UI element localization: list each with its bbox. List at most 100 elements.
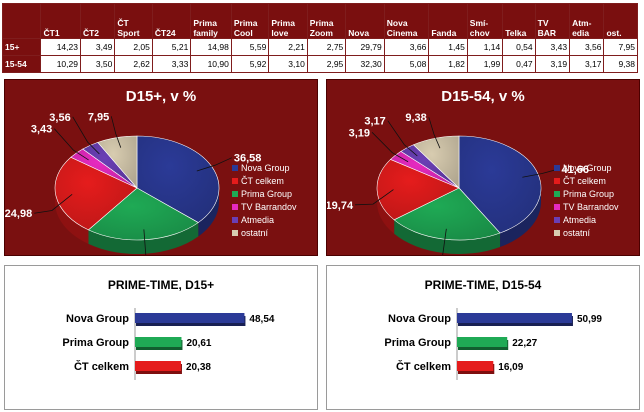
legend-swatch (554, 191, 560, 197)
legend-label: ČT celkem (241, 176, 284, 186)
bar-category-label: Prima Group (62, 337, 129, 349)
table-cell: 5,21 (151, 38, 192, 56)
table-cell: 5,59 (230, 38, 270, 56)
legend-swatch (232, 217, 238, 223)
legend-swatch (554, 217, 560, 223)
legend-swatch (232, 165, 238, 171)
chart-title: D15+, v % (126, 88, 196, 105)
bar-value-label: 20,61 (186, 338, 211, 349)
pie-slice (87, 187, 199, 241)
chart-title: D15-54, v % (441, 88, 524, 105)
column-header: Prima love (268, 3, 308, 39)
bar (457, 337, 508, 347)
bar-panel-prime-d15: PRIME-TIME, D15+ Nova Group 48,54 Prima Gro… (4, 265, 318, 410)
legend-swatch (232, 204, 238, 210)
table-cell: 5,92 (230, 55, 270, 73)
table-cell: 1,14 (466, 38, 504, 56)
table-cell: 2,05 (114, 38, 153, 56)
column-header: Fanda (428, 3, 468, 39)
bar-value-label: 16,09 (498, 362, 523, 373)
column-header: ČT1 (40, 3, 81, 39)
pie-leader-line (196, 157, 233, 172)
column-header: Prima Zoom (306, 3, 347, 39)
column-header: Telka (502, 3, 536, 39)
legend-swatch (554, 178, 560, 184)
column-header: Prima Cool (230, 3, 270, 39)
legend-swatch (554, 230, 560, 236)
table-cell: 9,38 (603, 55, 638, 73)
pie-leader-line (54, 128, 89, 161)
table-cell: 3,17 (569, 55, 605, 73)
pie-panel-d15: D15+, v %36,5823,5324,983,433,567,95Nova… (4, 79, 318, 256)
legend-label: ČT celkem (563, 176, 606, 186)
pie-leader-line (110, 116, 122, 148)
legend-swatch (232, 230, 238, 236)
legend-label: TV Barrandov (241, 202, 297, 212)
column-header: Smí-chov (466, 3, 504, 39)
legend-label: Nova Group (563, 163, 612, 173)
pie-panel-d15-54: D15-54, v %41,6622,8719,743,193,179,38No… (326, 79, 640, 256)
pie-chart-d15: D15+, v %36,5823,5324,983,433,567,95Nova… (5, 88, 297, 255)
legend-label: Atmedia (241, 215, 274, 225)
bar (457, 361, 494, 371)
pie-value-label: 19,74 (327, 200, 354, 212)
bar-chart-prime-d15-54: PRIME-TIME, D15-54 Nova Group 50,99 Prima G… (384, 278, 602, 380)
pie-slice (136, 135, 220, 223)
row-label: 15-54 (1, 55, 42, 73)
table-cell: 5,08 (383, 55, 430, 73)
column-header: Prima family (190, 3, 232, 39)
pie-value-label: 3,19 (349, 127, 370, 139)
pie-leader-line (522, 168, 560, 178)
bar-value-label: 50,99 (577, 314, 602, 325)
bar (457, 313, 572, 323)
table-cell: 1,82 (428, 55, 468, 73)
bar (135, 337, 182, 347)
table-cell: 1,45 (428, 38, 468, 56)
legend-swatch (554, 204, 560, 210)
bar-value-label: 22,27 (512, 338, 537, 349)
row-label: 15+ (1, 38, 42, 56)
pie-slice (393, 187, 501, 241)
pie-slice-side (500, 188, 541, 248)
chart-title: PRIME-TIME, D15+ (108, 278, 214, 292)
table-row: 15+ 14,23 3,49 2,05 5,21 14,98 5,59 2,21… (1, 38, 638, 56)
table-cell: 3,49 (79, 38, 116, 56)
pie-value-label: 3,56 (49, 112, 70, 124)
table-cell: 3,66 (383, 38, 430, 56)
legend-label: Prima Group (563, 189, 614, 199)
table-row: 15-54 10,29 3,50 2,62 3,33 10,90 5,92 3,… (1, 55, 638, 73)
pie-leader-line (428, 117, 441, 149)
table-cell: 3,33 (151, 55, 192, 73)
bar-category-label: Nova Group (388, 313, 451, 325)
table-cell: 2,21 (268, 38, 308, 56)
bar-value-label: 48,54 (249, 314, 274, 325)
table-header-row: ČT1 ČT2 ČT Sport ČT24 Prima family Prima… (1, 3, 638, 39)
pie-leader-line (355, 189, 394, 206)
legend-label: ostatní (241, 228, 269, 238)
bar-panel-prime-d15-54: PRIME-TIME, D15-54 Nova Group 50,99 Prima G… (326, 265, 640, 410)
bar-category-label: Prima Group (384, 337, 451, 349)
pie-leader-line (387, 120, 418, 157)
bar-category-label: ČT celkem (396, 360, 451, 373)
pie-slice-side (88, 222, 199, 254)
table-cell: 3,10 (268, 55, 308, 73)
table-cell: 0,54 (502, 38, 536, 56)
column-header: ČT Sport (114, 3, 153, 39)
table-cell: 7,95 (603, 38, 638, 56)
column-header: TV BAR (534, 3, 571, 39)
pie-leader-line (34, 193, 73, 214)
pie-value-label: 7,95 (88, 111, 109, 123)
chart-title: PRIME-TIME, D15-54 (425, 278, 542, 292)
pie-leader-line (371, 132, 409, 163)
table-cell: 10,90 (190, 55, 232, 73)
legend-label: TV Barrandov (563, 202, 619, 212)
pie-slice-side (377, 188, 395, 234)
pie-slice-side (394, 219, 501, 254)
table-cell: 14,98 (190, 38, 232, 56)
legend-label: Nova Group (241, 163, 290, 173)
column-header: Atm-edia (569, 3, 605, 39)
pie-value-label: 9,38 (405, 112, 426, 124)
pie-value-label: 3,17 (364, 116, 385, 128)
legend-label: ostatní (563, 228, 591, 238)
pie-slice (54, 156, 138, 231)
